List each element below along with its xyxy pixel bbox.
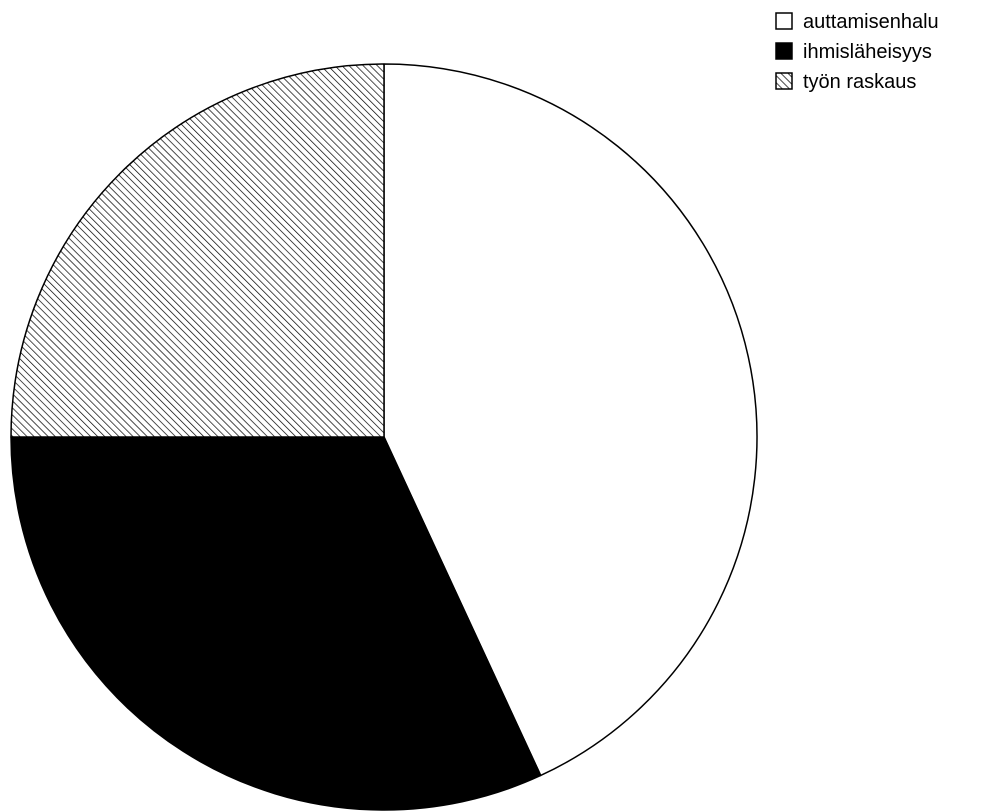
legend-item-auttamisenhalu: auttamisenhalu — [775, 11, 939, 33]
legend-swatch — [775, 72, 793, 90]
legend-label: auttamisenhalu — [803, 11, 939, 33]
pie-slices — [10, 63, 758, 811]
pie-slice-ihmislaheisyys — [10, 436, 542, 811]
legend: auttamisenhalu ihmisläheisyys työn raskaus — [775, 11, 939, 93]
pie-slice-auttamisenhalu — [383, 63, 758, 777]
legend-swatch — [775, 42, 793, 60]
legend-label: ihmisläheisyys — [803, 41, 932, 63]
pie-slice-tyon-raskaus — [10, 63, 385, 438]
legend-label: työn raskaus — [803, 71, 916, 93]
legend-swatch — [775, 12, 793, 30]
legend-item-tyon-raskaus: työn raskaus — [775, 71, 916, 93]
legend-item-ihmislaheisyys: ihmisläheisyys — [775, 41, 932, 63]
